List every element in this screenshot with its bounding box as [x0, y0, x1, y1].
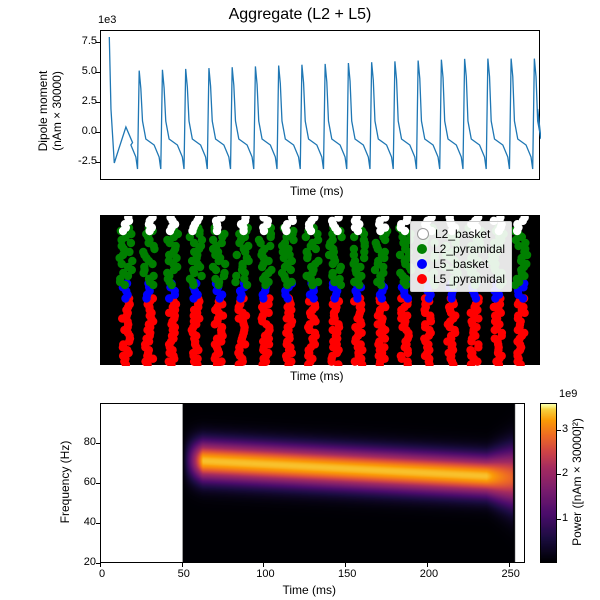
panel1-ytick-label: 2.5: [67, 95, 97, 107]
dipole-line-chart: [100, 30, 540, 180]
colorbar-label: Power ([nAm × 30000]²): [570, 402, 584, 562]
panel3-xtick-label: 0: [90, 568, 114, 580]
panel3-xlabel: Time (ms): [283, 583, 337, 597]
legend-item: L5_basket: [417, 257, 505, 271]
legend-label: L5_pyramidal: [433, 272, 505, 286]
legend-marker: [417, 259, 427, 269]
legend-label: L2_basket: [435, 227, 490, 241]
panel3-ylabel: Frequency (Hz): [58, 417, 72, 547]
panel2-xlabel: Time (ms): [290, 369, 344, 383]
panel3-xtick-label: 50: [172, 568, 196, 580]
colorbar-tick-label: 3: [562, 423, 568, 435]
legend-item: L5_pyramidal: [417, 272, 505, 286]
panel3-ytick-label: 20: [76, 556, 96, 568]
legend-item: L2_basket: [417, 227, 505, 241]
raster-legend: L2_basketL2_pyramidalL5_basketL5_pyramid…: [410, 221, 512, 292]
panel3-xtick-label: 150: [335, 568, 359, 580]
panel3-ytick-label: 60: [76, 476, 96, 488]
panel1-ytick-label: 7.5: [67, 35, 97, 47]
colorbar: [540, 403, 557, 563]
colorbar-tick-label: 2: [562, 467, 568, 479]
legend-item: L2_pyramidal: [417, 242, 505, 256]
panel3-xtick-label: 100: [253, 568, 277, 580]
panel3-xtick-label: 200: [417, 568, 441, 580]
spectrogram-canvas: [101, 404, 524, 562]
panel1-ytick-label: -2.5: [67, 155, 97, 167]
colorbar-tick-label: 1: [562, 512, 568, 524]
panel1-ytick-label: 0.0: [67, 125, 97, 137]
legend-marker: [417, 274, 427, 284]
panel1-yscale-text: 1e3: [98, 14, 116, 26]
legend-marker: [417, 228, 429, 240]
panel1-ylabel: Dipole moment (nAm × 30000): [36, 36, 64, 186]
figure: Aggregate (L2 + L5) Dipole moment (nAm ×…: [0, 0, 600, 600]
colorbar-scale-text: 1e9: [559, 388, 577, 400]
legend-marker: [417, 244, 427, 254]
legend-label: L5_basket: [433, 257, 488, 271]
panel3-xtick-label: 250: [499, 568, 523, 580]
spectrogram-chart: [100, 403, 525, 563]
panel3-ytick-label: 40: [76, 516, 96, 528]
figure-title: Aggregate (L2 + L5): [0, 6, 600, 24]
panel3-ytick-label: 80: [76, 436, 96, 448]
legend-label: L2_pyramidal: [433, 242, 505, 256]
panel1-ytick-label: 5.0: [67, 65, 97, 77]
panel1-xlabel: Time (ms): [290, 184, 344, 198]
